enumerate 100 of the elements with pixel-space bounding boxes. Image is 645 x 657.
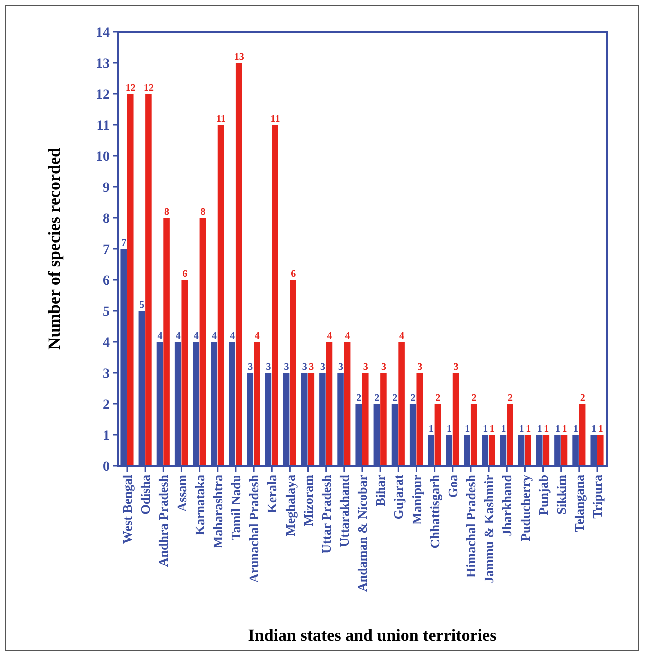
bar <box>254 342 260 466</box>
data-label: 3 <box>309 362 314 373</box>
x-tick-label: Gujarat <box>391 474 406 520</box>
data-label: 1 <box>490 424 495 435</box>
x-tick-label: Himachal Pradesh <box>464 474 479 578</box>
bar <box>200 218 206 466</box>
x-tick-label: Jammu & Kashmir <box>482 474 497 584</box>
bar <box>452 373 460 466</box>
x-tick-label: Tamil Nadu <box>228 475 244 541</box>
data-label: 3 <box>338 362 344 373</box>
bar <box>489 435 496 466</box>
x-tick-label: Odisha <box>138 474 154 515</box>
data-label: 2 <box>472 393 477 404</box>
data-label: 3 <box>248 362 254 373</box>
y-axis-title: Number of species recorded <box>45 148 64 350</box>
y-tick-label: 10 <box>96 150 110 165</box>
data-label: 2 <box>356 393 362 404</box>
data-label: 11 <box>216 114 226 125</box>
x-axis-title: Indian states and union territories <box>248 626 498 645</box>
bar <box>146 94 152 466</box>
data-label: 1 <box>428 424 434 435</box>
data-label: 3 <box>284 362 290 373</box>
data-label: 7 <box>122 238 127 249</box>
y-tick-label: 11 <box>96 118 110 134</box>
data-label: 1 <box>483 424 488 435</box>
data-label: 11 <box>270 114 280 125</box>
x-tick-label: Goa <box>445 474 460 498</box>
y-tick-label: 3 <box>103 366 110 382</box>
y-tick-label: 5 <box>103 304 110 320</box>
data-label: 4 <box>254 331 260 342</box>
data-label: 3 <box>302 362 308 373</box>
bar <box>326 342 333 466</box>
data-label: 4 <box>400 331 405 342</box>
data-label: 1 <box>526 424 532 435</box>
data-label: 1 <box>574 424 579 435</box>
x-tick-label: Punjab <box>536 475 551 516</box>
y-tick-label: 13 <box>96 56 110 72</box>
data-label: 12 <box>144 83 154 94</box>
data-label: 1 <box>501 424 506 435</box>
bar <box>236 63 242 466</box>
bar <box>308 373 315 466</box>
data-label: 4 <box>327 331 332 342</box>
x-tick-label: Telangana <box>572 474 587 532</box>
data-label: 1 <box>562 424 568 435</box>
data-label: 2 <box>508 393 514 404</box>
data-label: 4 <box>345 331 350 342</box>
bar <box>272 125 278 466</box>
data-label: 1 <box>592 424 597 435</box>
bar <box>507 404 514 466</box>
bar <box>164 218 170 466</box>
bar <box>218 125 224 466</box>
x-tick-label: Meghalaya <box>282 474 298 536</box>
data-label: 2 <box>410 393 416 404</box>
data-label: 3 <box>363 362 368 373</box>
y-tick-label: 2 <box>103 398 110 413</box>
bar <box>380 373 387 466</box>
data-label: 2 <box>580 393 586 404</box>
x-tick-label: Uttar Pradesh <box>318 474 334 554</box>
bar <box>398 342 405 466</box>
data-label: 1 <box>598 424 604 435</box>
x-tick-label: Kerala <box>264 474 280 514</box>
x-tick-label: Chhattisgarh <box>427 474 442 549</box>
data-label: 6 <box>182 269 188 280</box>
x-tick-label: Mizoram <box>300 474 316 526</box>
data-label: 8 <box>164 207 170 218</box>
data-label: 4 <box>158 331 163 342</box>
data-label: 4 <box>230 331 236 342</box>
x-tick-label: Assam <box>174 474 190 512</box>
bar <box>362 373 369 466</box>
data-label: 3 <box>418 362 423 373</box>
data-label: 4 <box>176 331 181 342</box>
bar <box>434 404 442 466</box>
y-tick-label: 8 <box>103 212 110 227</box>
data-label: 5 <box>140 300 145 311</box>
data-label: 1 <box>544 424 550 435</box>
bar <box>598 435 604 466</box>
data-label: 3 <box>381 362 386 373</box>
data-label: 1 <box>555 424 560 435</box>
bar <box>561 435 568 466</box>
data-label: 1 <box>519 424 524 435</box>
x-tick-label: Tripura <box>590 474 606 519</box>
bar <box>344 342 351 466</box>
x-tick-label: Jharkhand <box>500 474 515 536</box>
bar <box>543 435 550 466</box>
y-tick-label: 6 <box>103 274 110 289</box>
x-tick-label: Sikkim <box>554 474 569 515</box>
bar <box>182 280 188 466</box>
data-label: 3 <box>266 362 272 373</box>
y-tick-label: 9 <box>103 180 110 196</box>
data-label: 1 <box>465 424 470 435</box>
bar <box>470 404 478 466</box>
data-label: 8 <box>200 207 206 218</box>
data-label: 3 <box>320 362 326 373</box>
data-label: 4 <box>212 331 217 342</box>
x-tick-label: West Bengal <box>120 474 136 544</box>
data-label: 2 <box>392 393 398 404</box>
y-tick-label: 0 <box>103 460 110 475</box>
data-label: 6 <box>291 269 296 280</box>
y-tick-label: 1 <box>103 428 110 444</box>
data-label: 2 <box>436 393 441 404</box>
